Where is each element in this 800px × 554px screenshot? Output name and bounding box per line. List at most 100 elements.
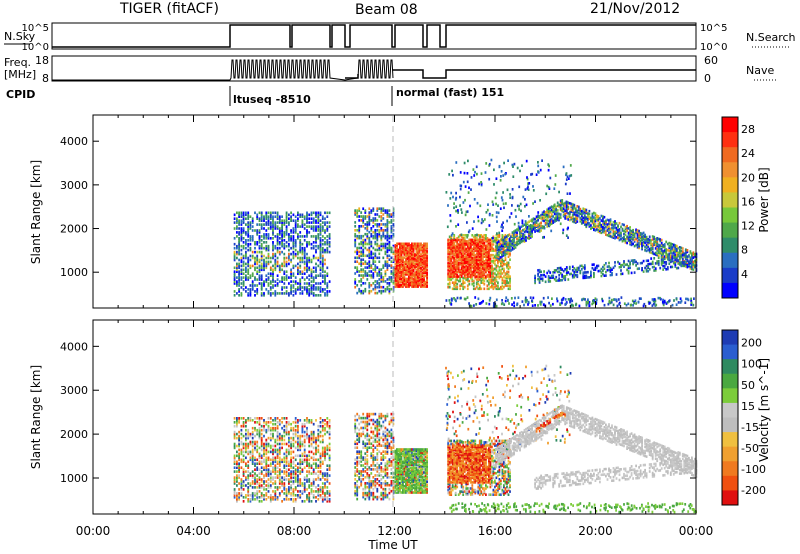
heatmap-cell — [238, 241, 240, 244]
heatmap-cell — [308, 292, 311, 295]
heatmap-cell — [626, 241, 628, 245]
heatmap-cell — [265, 264, 268, 268]
heatmap-cell — [564, 268, 567, 271]
heatmap-cell — [608, 234, 610, 238]
heatmap-cell — [364, 217, 367, 220]
heatmap-cell — [288, 254, 290, 258]
heatmap-cell — [659, 266, 662, 270]
heatmap-cell — [245, 432, 247, 436]
heatmap-cell — [388, 282, 391, 285]
heatmap-cell — [482, 220, 485, 223]
power-colorbar-label: Power [dB] — [757, 167, 771, 232]
heatmap-cell — [384, 289, 387, 293]
heatmap-cell — [528, 235, 530, 239]
colorbar-swatch — [722, 267, 738, 284]
heatmap-cell — [388, 248, 391, 252]
heatmap-cell — [507, 261, 510, 265]
heatmap-cell — [691, 261, 693, 265]
heatmap-cell — [317, 219, 320, 222]
heatmap-cell — [283, 262, 286, 266]
heatmap-cell — [411, 280, 413, 284]
heatmap-cell — [488, 275, 490, 278]
heatmap-cell — [240, 417, 243, 420]
heatmap-cell — [449, 301, 452, 305]
heatmap-cell — [362, 248, 365, 252]
heatmap-cell — [486, 253, 489, 257]
heatmap-cell — [643, 302, 646, 306]
heatmap-cell — [678, 252, 681, 255]
heatmap-cell — [245, 268, 247, 272]
heatmap-cell — [426, 285, 428, 288]
heatmap-cell — [573, 213, 576, 216]
heatmap-cell — [272, 244, 274, 248]
heatmap-cell — [605, 233, 607, 236]
heatmap-cell — [263, 254, 265, 258]
heatmap-cell — [394, 247, 397, 250]
heatmap-cell — [672, 245, 675, 248]
heatmap-cell — [638, 267, 640, 270]
heatmap-cell — [565, 172, 568, 175]
heatmap-cell — [498, 251, 500, 254]
heatmap-cell — [236, 282, 238, 285]
heatmap-cell — [474, 234, 477, 237]
heatmap-cell — [423, 276, 425, 279]
heatmap-cell — [256, 258, 259, 262]
heatmap-cell — [543, 235, 545, 239]
heatmap-cell — [372, 230, 375, 234]
heatmap-cell — [247, 217, 250, 220]
heatmap-cell — [240, 258, 243, 262]
heatmap-cell — [507, 245, 509, 248]
heatmap-cell — [611, 273, 613, 277]
heatmap-cell — [618, 262, 621, 265]
heatmap-cell — [465, 210, 468, 214]
heatmap-cell — [409, 257, 412, 261]
heatmap-cell — [233, 478, 236, 481]
heatmap-cell — [603, 303, 606, 307]
heatmap-cell — [256, 213, 259, 217]
heatmap-cell — [569, 192, 571, 195]
heatmap-cell — [492, 267, 495, 271]
heatmap-cell — [376, 242, 379, 246]
y-tick-label: 1000 — [60, 266, 88, 279]
heatmap-cell — [582, 274, 585, 278]
nsearch-label: N.Search — [746, 31, 796, 44]
heatmap-cell — [462, 253, 465, 257]
heatmap-cell — [292, 264, 295, 268]
heatmap-cell — [465, 267, 468, 271]
heatmap-cell — [485, 263, 487, 266]
heatmap-cell — [483, 234, 486, 237]
heatmap-cell — [653, 252, 656, 256]
heatmap-cell — [525, 230, 527, 233]
heatmap-cell — [459, 279, 462, 283]
heatmap-cell — [488, 258, 490, 261]
heatmap-cell — [689, 258, 692, 262]
heatmap-cell — [454, 279, 457, 283]
heatmap-cell — [308, 268, 311, 272]
heatmap-cell — [306, 219, 308, 222]
heatmap-cell — [423, 253, 425, 256]
heatmap-cell — [370, 284, 373, 287]
heatmap-cell — [258, 223, 261, 226]
heatmap-cell — [283, 252, 286, 256]
heatmap-cell — [584, 298, 586, 301]
heatmap-cell — [599, 217, 601, 220]
heatmap-cell — [668, 257, 671, 260]
heatmap-cell — [453, 263, 456, 266]
heatmap-cell — [620, 272, 622, 276]
heatmap-cell — [572, 304, 574, 307]
heatmap-cell — [397, 279, 400, 282]
heatmap-cell — [488, 177, 491, 181]
heatmap-cell — [386, 230, 389, 234]
heatmap-cell — [662, 264, 665, 268]
heatmap-cell — [278, 241, 281, 244]
heatmap-cell — [283, 272, 286, 275]
heatmap-cell — [486, 261, 489, 265]
heatmap-cell — [593, 223, 595, 227]
heatmap-cell — [447, 244, 450, 248]
heatmap-cell — [473, 174, 476, 177]
heatmap-cell — [534, 227, 536, 230]
heatmap-cell — [402, 277, 404, 281]
heatmap-cell — [245, 456, 247, 460]
heatmap-cell — [507, 267, 510, 271]
heatmap-cell — [538, 281, 541, 284]
